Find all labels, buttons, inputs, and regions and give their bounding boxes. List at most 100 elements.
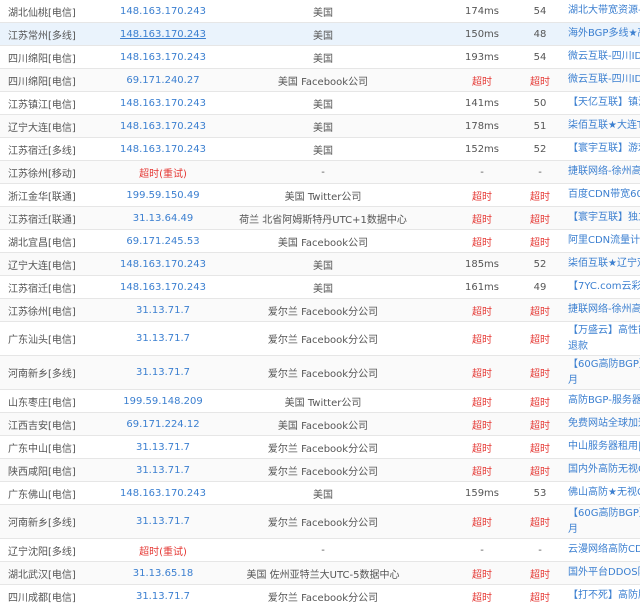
sponsor-link[interactable]: 佛山高防★无视CC高 — [568, 487, 640, 498]
ip-address[interactable]: 199.59.150.49 — [126, 189, 200, 201]
table-row: 湖北宜昌[电信] 69.171.245.53 美国 Facebook公司 超时 超时 阿里… — [0, 230, 640, 253]
ttl: 超时 — [530, 466, 550, 478]
location: 江西吉安[电信] — [8, 420, 76, 432]
table-row: 陕西咸阳[电信] 31.13.71.7 爱尔兰 Facebook分公司 超时 超时 国内外… — [0, 459, 640, 482]
ip-location: - — [321, 166, 325, 178]
sponsor-link[interactable]: 【万盛云】高性能服务 — [568, 324, 640, 336]
location: 广东佛山[电信] — [8, 489, 76, 501]
ip-address[interactable]: 148.163.170.243 — [120, 281, 206, 293]
table-row: 四川绵阳[电信] 148.163.170.243 美国 193ms 54 微云互联-四川I… — [0, 46, 640, 69]
ip-address[interactable]: 148.163.170.243 — [120, 97, 206, 109]
ip-location: 美国 — [313, 7, 333, 19]
ip-address[interactable]: 148.163.170.243 — [120, 28, 206, 40]
ip-location: 美国 — [313, 260, 333, 272]
response-time: 超时 — [472, 592, 492, 604]
response-time: 152ms — [464, 143, 500, 155]
ip-address[interactable]: 69.171.224.12 — [126, 418, 200, 430]
sponsor-link[interactable]: 【天亿互联】镇江电信 — [568, 97, 640, 108]
sponsor-link[interactable]: 退款 — [568, 340, 588, 352]
sponsor-link[interactable]: 捷联网络-徐州高防B — [568, 166, 640, 177]
location: 广东中山[电信] — [8, 443, 76, 455]
sponsor-link[interactable]: 【7YC.com云彩网络 — [568, 281, 640, 292]
sponsor-link[interactable]: 海外BGP多线★高防 — [568, 28, 640, 39]
sponsor-link[interactable]: 湖北大带宽资源-桑立 — [568, 5, 640, 16]
ttl: - — [538, 166, 542, 178]
sponsor-link[interactable]: 微云互联-四川IDC云 — [568, 74, 640, 85]
table-row: 江苏宿迁[电信] 148.163.170.243 美国 161ms 49 【7YC.com… — [0, 276, 640, 299]
ip-address[interactable]: 148.163.170.243 — [120, 143, 206, 155]
sponsor-link[interactable]: 【60G高防BGP】8核 — [568, 358, 640, 370]
ip-location: 美国 — [313, 489, 333, 501]
table-row: 河南新乡[多线] 31.13.71.7 爱尔兰 Facebook分公司 超时 超时 【60… — [0, 356, 640, 390]
sponsor-link[interactable]: 【寰宇互联】游戏高防 — [568, 143, 640, 154]
response-time: 超时 — [472, 191, 492, 203]
sponsor-link[interactable]: 中山服务器租用|香港 — [568, 441, 640, 452]
response-time: 超时 — [472, 518, 492, 529]
sponsor: 海外BGP多线★高防 — [568, 23, 640, 45]
ip-location: 美国 — [313, 53, 333, 65]
ip-address[interactable]: 69.171.245.53 — [126, 235, 200, 247]
location: 河南新乡[多线] — [8, 369, 76, 380]
ip-address[interactable]: 148.163.170.243 — [120, 258, 206, 270]
location: 广东汕头[电信] — [8, 335, 76, 346]
ttl: - — [538, 544, 542, 556]
sponsor-link[interactable]: 【打不死】高防服务器 — [568, 590, 640, 601]
ip-address[interactable]: 31.13.71.7 — [135, 367, 191, 378]
response-time: 超时 — [472, 369, 492, 380]
ip-address[interactable]: 31.13.71.7 — [135, 464, 191, 476]
ip-address[interactable]: 148.163.170.243 — [120, 51, 206, 63]
ip-address[interactable]: 31.13.71.7 — [135, 441, 191, 453]
ttl: 超时 — [530, 518, 550, 529]
ttl: 超时 — [530, 76, 550, 88]
sponsor: 微云互联-四川IDC云 — [568, 46, 640, 68]
sponsor-link[interactable]: 百度CDN带宽6000元 — [568, 189, 640, 200]
location: 江苏徐州[移动] — [8, 168, 76, 180]
sponsor-link[interactable]: 柒佰互联★大连T3+企 — [568, 120, 640, 131]
ttl: 超时 — [530, 191, 550, 203]
sponsor-link[interactable]: 高防BGP-服务器租用 — [568, 395, 640, 406]
ip-address[interactable]: 31.13.71.7 — [135, 516, 191, 527]
ip-address[interactable]: 148.163.170.243 — [120, 487, 206, 499]
ip-address[interactable]: 31.13.71.7 — [135, 590, 191, 602]
sponsor-link[interactable]: 【寰宇互联】独立BGP — [568, 212, 640, 223]
ip-address[interactable]: 148.163.170.243 — [120, 120, 206, 132]
sponsor-link[interactable]: 云漫网络高防CDN — [568, 544, 640, 555]
ip-address[interactable]: 148.163.170.243 — [120, 5, 206, 17]
response-time: 超时 — [472, 306, 492, 318]
sponsor-link[interactable]: 柒佰互联★辽宁双线大 — [568, 258, 640, 269]
sponsor: 微云互联-四川IDC云 — [568, 69, 640, 91]
sponsor-link[interactable]: 月 — [568, 374, 578, 386]
sponsor-link[interactable]: 微云互联-四川IDC云 — [568, 51, 640, 62]
ip-location: 美国 Facebook公司 — [277, 76, 369, 88]
location: 江苏宿迁[联通] — [8, 214, 76, 226]
ip-location: - — [321, 544, 325, 556]
sponsor: 国外平台DDOS防御 — [568, 562, 640, 584]
ttl: 超时 — [530, 397, 550, 409]
sponsor-link[interactable]: 【60G高防BGP】8核 — [568, 507, 640, 519]
sponsor-link[interactable]: 国内外高防无视CC高 — [568, 464, 640, 475]
ip-location: 美国 Facebook公司 — [277, 237, 369, 249]
ip-address[interactable]: 31.13.71.7 — [135, 333, 191, 344]
ip-address[interactable]: 31.13.64.49 — [132, 212, 194, 224]
ip-address[interactable]: 199.59.148.209 — [123, 395, 203, 407]
response-time: 174ms — [464, 5, 500, 17]
sponsor-link[interactable]: 阿里CDN流量计费0. — [568, 235, 640, 246]
sponsor-link[interactable]: 月 — [568, 523, 578, 535]
ip-address[interactable]: 31.13.71.7 — [135, 304, 191, 316]
location: 湖北武汉[电信] — [8, 569, 76, 581]
table-row: 辽宁沈阳[多线] 超时(重试) - - - 云漫网络高防CDN — [0, 539, 640, 562]
sponsor-link[interactable]: 免费网站全球加速和 — [568, 418, 640, 429]
ttl: 超时 — [530, 306, 550, 318]
table-row: 河南新乡[多线] 31.13.71.7 爱尔兰 Facebook分公司 超时 超时 【60… — [0, 505, 640, 539]
sponsor-link[interactable]: 国外平台DDOS防御 — [568, 567, 640, 578]
ttl: 48 — [533, 28, 547, 40]
location: 江苏宿迁[多线] — [8, 145, 76, 157]
ip-location: 美国 — [313, 30, 333, 42]
table-row: 湖北武汉[电信] 31.13.65.18 美国 佐州亚特兰大UTC-5数据中心 超时 超… — [0, 562, 640, 585]
sponsor-link[interactable]: 捷联网络-徐州高防B — [568, 304, 640, 315]
ip-address[interactable]: 69.171.240.27 — [126, 74, 200, 86]
ip-address[interactable]: 31.13.65.18 — [132, 567, 194, 579]
location: 湖北仙桃[电信] — [8, 7, 76, 19]
ttl: 51 — [533, 120, 547, 132]
